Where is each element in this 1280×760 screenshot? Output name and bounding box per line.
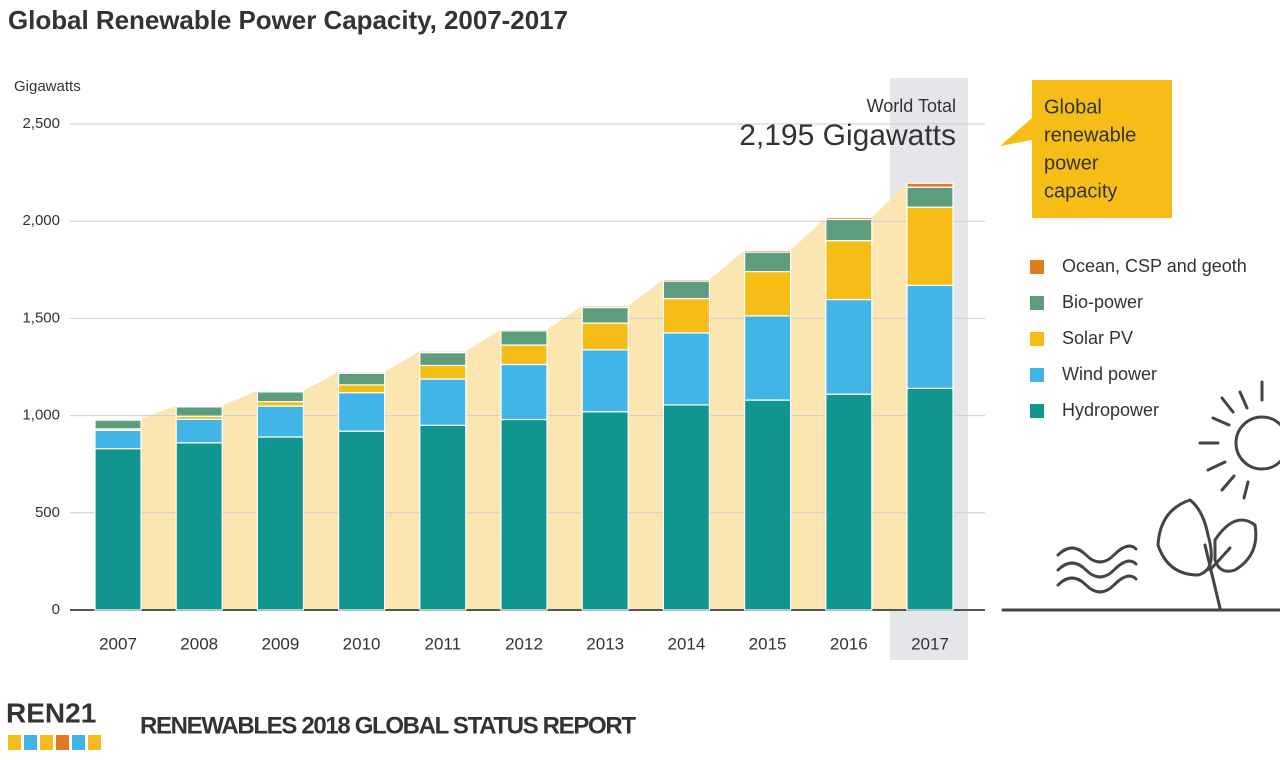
logo-squares xyxy=(8,735,101,750)
bar-segment xyxy=(419,350,467,354)
x-tick-label: 2007 xyxy=(99,634,137,653)
bar-segment xyxy=(500,363,548,421)
bar-segment xyxy=(581,411,629,611)
annotation-label: World Total xyxy=(867,96,956,116)
bar-segment xyxy=(500,328,548,332)
bar-segment xyxy=(906,284,954,389)
bar-segment xyxy=(662,332,711,406)
bar-segment xyxy=(500,330,548,346)
y-axis-label: Gigawatts xyxy=(14,78,81,95)
bar-segment xyxy=(581,306,629,324)
bar-segment xyxy=(825,393,873,611)
bar-segment xyxy=(338,371,386,374)
bar-segment xyxy=(743,270,792,317)
bar-segment xyxy=(338,392,386,432)
y-tick-label: 2,000 xyxy=(22,212,60,229)
plot: 0 500 1,000 1,500 2,000 2,500 2007 2008 2009 2010… xyxy=(22,115,985,653)
x-tick-label: 2015 xyxy=(749,634,787,653)
callout-text: capacity xyxy=(1044,180,1117,202)
callout-text: renewable xyxy=(1044,124,1136,146)
bar-segment xyxy=(419,424,467,611)
bar-segment xyxy=(175,418,223,444)
legend: Hydropower Wind power Solar PV Bio-power Oce… xyxy=(1030,256,1247,420)
y-tick-label: 2,500 xyxy=(22,115,60,132)
x-tick-label: 2008 xyxy=(180,634,218,653)
bar-segment xyxy=(906,206,954,286)
chart-title: Global Renewable Power Capacity, 2007-20… xyxy=(8,5,568,35)
x-tick-label: 2010 xyxy=(343,634,381,653)
bar-segment xyxy=(500,344,548,366)
legend-swatch xyxy=(1030,368,1044,382)
footer-logo: REN21 xyxy=(6,697,96,728)
bar-segment xyxy=(743,315,792,401)
legend-label: Solar PV xyxy=(1062,328,1133,348)
bar-segment xyxy=(175,442,223,611)
legend-swatch xyxy=(1030,332,1044,346)
callout: Global renewable power capacity xyxy=(1044,96,1136,202)
bar-segment xyxy=(338,384,386,394)
legend-label: Wind power xyxy=(1062,364,1157,384)
legend-label: Hydropower xyxy=(1062,400,1159,420)
x-tick-label: 2014 xyxy=(667,634,705,653)
bar-segment xyxy=(662,297,711,334)
bar-segment xyxy=(338,430,386,611)
bar-segment xyxy=(743,249,792,253)
footer-report: RENEWABLES 2018 GLOBAL STATUS REPORT xyxy=(140,712,636,739)
bar-segment xyxy=(825,218,873,242)
callout-text: Global xyxy=(1044,96,1102,118)
legend-label: Bio-power xyxy=(1062,292,1143,312)
bar-segment xyxy=(825,240,873,301)
bar-segment xyxy=(743,399,792,611)
callout-box xyxy=(1000,80,1172,218)
bar-segment xyxy=(256,405,304,438)
y-tick-label: 1,000 xyxy=(22,407,60,424)
icons xyxy=(1001,380,1280,612)
bar-segment xyxy=(338,372,386,386)
legend-label: Ocean, CSP and geoth xyxy=(1062,256,1247,276)
bar-segment xyxy=(419,364,467,380)
y-tick-label: 1,500 xyxy=(22,309,60,326)
bar-segment xyxy=(581,322,629,351)
bar-segment xyxy=(94,418,142,421)
bar-segment xyxy=(906,387,954,611)
bar-segment xyxy=(256,436,304,611)
legend-swatch xyxy=(1030,404,1044,418)
bar-segment xyxy=(256,401,304,407)
bar-segment xyxy=(256,390,304,393)
x-tick-label: 2011 xyxy=(425,634,462,653)
bar-segment xyxy=(906,182,954,188)
y-tick-label: 500 xyxy=(35,504,60,521)
bar-segment xyxy=(94,419,142,430)
annotation-text: 2,195 Gigawatts xyxy=(739,119,956,152)
legend-swatch xyxy=(1030,260,1044,274)
bar-segment xyxy=(662,280,711,300)
callout-text: power xyxy=(1044,152,1099,174)
bar-segment xyxy=(419,378,467,426)
bar-segment xyxy=(581,349,629,413)
bar-segment xyxy=(825,216,873,221)
bar-segment xyxy=(825,298,873,395)
bar-segment xyxy=(662,278,711,282)
bar-segment xyxy=(500,418,548,611)
x-tick-label: 2012 xyxy=(505,634,543,653)
x-tick-label: 2016 xyxy=(830,634,868,653)
x-tick-label: 2009 xyxy=(261,634,299,653)
bar-segment xyxy=(175,405,223,408)
bar-segment xyxy=(419,352,467,367)
x-tick-label: 2017 xyxy=(911,634,949,653)
legend-swatch xyxy=(1030,296,1044,310)
bar-segment xyxy=(175,406,223,417)
bar-segment xyxy=(256,391,304,403)
x-tick-label: 2013 xyxy=(586,634,624,653)
bar-segment xyxy=(662,404,711,611)
bar-segment xyxy=(94,448,142,611)
y-tick-label: 0 xyxy=(52,601,60,618)
bar-segment xyxy=(743,251,792,273)
bar-segment xyxy=(581,305,629,309)
bar-segment xyxy=(906,186,954,208)
bar-segment xyxy=(94,429,142,450)
